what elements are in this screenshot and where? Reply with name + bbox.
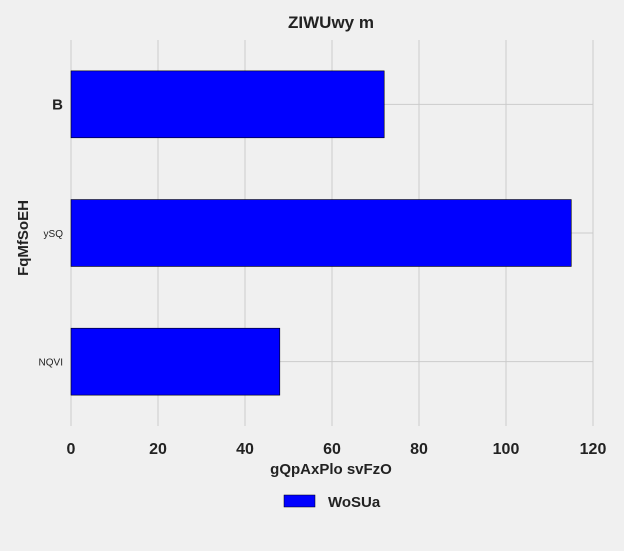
bar-b [70,70,385,139]
x-tick-label: 60 [323,441,341,458]
bar-ysq [70,199,572,267]
bars [70,70,572,396]
x-tick-label: 120 [580,441,607,458]
y-tick-label: NQVI [39,358,63,369]
legend-label: WoSUa [328,494,381,511]
y-tick-label: B [52,96,63,113]
y-tick-label: ySQ [44,229,64,240]
x-tick-label: 80 [410,441,428,458]
legend: WoSUa [283,494,381,511]
legend-swatch [283,494,316,508]
x-tick-label: 0 [67,441,76,458]
x-tick-label: 100 [493,441,520,458]
x-axis-label: gQpAxPlo svFzO [270,461,392,478]
x-tick-label: 40 [236,441,254,458]
x-tick-label: 20 [149,441,167,458]
bar-nqvi [70,327,281,396]
chart-title: ZIWUwy m [288,13,374,32]
x-tick-labels: 0 20 40 60 80 100 120 [67,441,607,458]
y-axis-label: FqMfSoEH [15,200,32,276]
